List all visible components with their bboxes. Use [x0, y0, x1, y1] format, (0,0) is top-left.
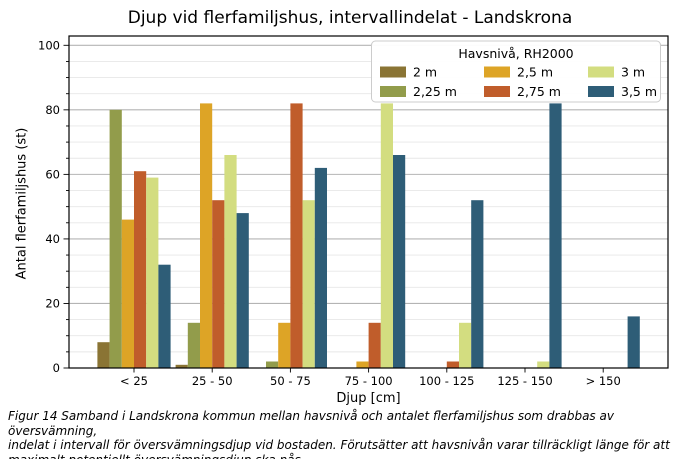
y-tick-label: 60	[45, 167, 60, 181]
bar-25m-3	[356, 361, 369, 368]
bar-275m-1	[212, 200, 225, 368]
bar-35m-2	[314, 167, 327, 368]
bar-275m-2	[290, 103, 303, 369]
x-tick-label: 50 - 75	[270, 374, 311, 388]
bar-35m-3	[393, 155, 406, 368]
legend: Havsnivå, RH2000 2 m 2,25 m 2,5 m 2,75 m 3 m 3…	[371, 40, 661, 103]
legend-label: 2,75 m	[517, 84, 561, 99]
y-tick-label: 0	[53, 361, 60, 375]
legend-swatch-225m	[380, 86, 406, 97]
legend-label: 3,5 m	[621, 84, 657, 99]
legend-label: 3 m	[621, 65, 645, 80]
bar-275m-3	[368, 322, 381, 368]
bar-225m-0	[109, 109, 122, 369]
bar-35m-1	[236, 213, 249, 368]
legend-label: 2,25 m	[413, 84, 457, 99]
x-tick-label: 75 - 100	[345, 374, 393, 388]
bar-35m-0	[158, 264, 171, 368]
x-tick-label: > 150	[586, 374, 621, 388]
bar-2m-0	[97, 342, 110, 368]
bar-225m-2	[266, 361, 279, 368]
x-tick-label: 100 - 125	[419, 374, 474, 388]
bar-3m-4	[459, 322, 472, 368]
bar-3m-1	[224, 155, 237, 368]
bars	[97, 103, 640, 369]
bar-275m-4	[446, 361, 459, 368]
legend-swatch-275m	[484, 86, 510, 97]
legend-swatch-3m	[588, 66, 614, 78]
axis-ticks: 0 20 40 60 80 100 < 25 25 - 50 50 - 75 75 - 100 10…	[38, 38, 621, 388]
legend-title: Havsnivå, RH2000	[458, 46, 573, 61]
x-axis-label: Djup [cm]	[336, 391, 401, 406]
bar-275m-0	[134, 171, 147, 368]
bar-3m-3	[380, 103, 393, 369]
bar-35m-6	[627, 316, 640, 368]
x-tick-label: < 25	[120, 374, 148, 388]
y-tick-label: 20	[45, 296, 60, 310]
caption-line: Figur 14 Samband i Landskrona kommun mel…	[8, 409, 614, 438]
x-tick-label: 25 - 50	[192, 374, 233, 388]
legend-label: 2,5 m	[517, 65, 553, 80]
bar-3m-0	[146, 177, 159, 368]
bar-225m-1	[187, 322, 200, 368]
bar-25m-2	[278, 322, 291, 368]
legend-swatch-25m	[484, 66, 510, 78]
bar-35m-4	[471, 200, 484, 368]
bar-3m-5	[537, 361, 550, 368]
chart-title: Djup vid flerfamiljshus, intervallindela…	[127, 8, 573, 28]
y-tick-label: 100	[38, 38, 60, 52]
legend-swatch-35m	[588, 86, 614, 97]
y-tick-label: 80	[45, 103, 60, 117]
bar-25m-0	[121, 219, 134, 368]
caption-line: maximalt potentiellt översvämningsdjup s…	[8, 453, 696, 459]
caption-line: indelat i intervall för översvämningsdju…	[8, 438, 670, 453]
x-tick-label: 125 - 150	[497, 374, 552, 388]
y-tick-label: 40	[45, 232, 60, 246]
figure-caption: Figur 14 Samband i Landskrona kommun mel…	[8, 409, 696, 459]
legend-swatch-2m	[380, 66, 406, 78]
bar-2m-1	[175, 364, 188, 368]
bar-3m-2	[302, 200, 315, 368]
bar-35m-5	[549, 103, 562, 369]
bar-25m-1	[200, 103, 213, 369]
legend-label: 2 m	[413, 65, 437, 80]
